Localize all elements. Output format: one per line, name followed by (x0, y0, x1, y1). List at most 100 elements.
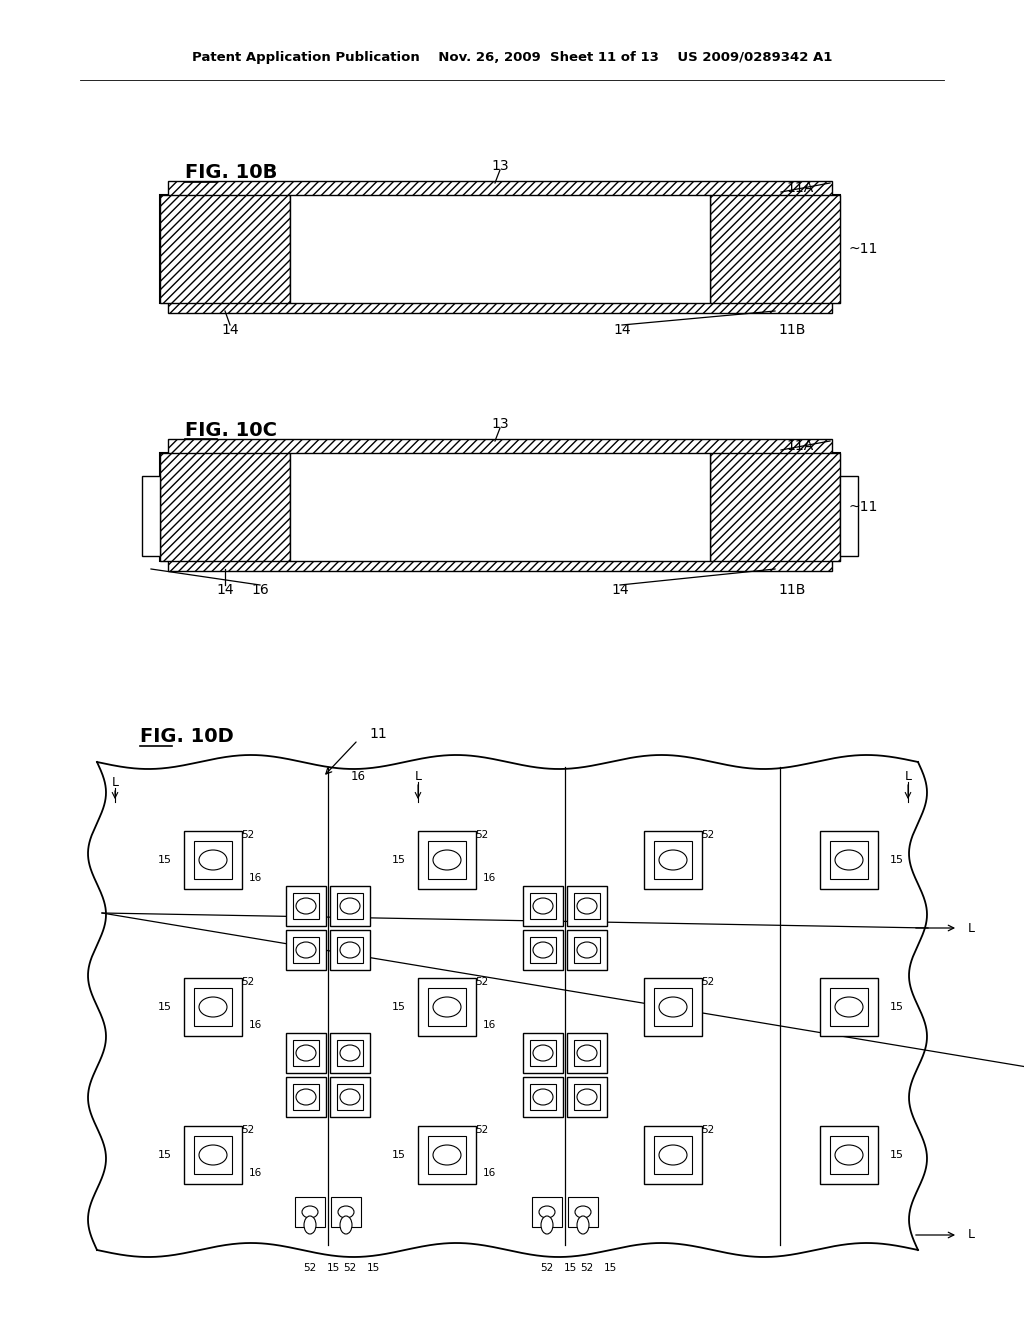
Bar (168, 181, 831, 199)
Text: 16: 16 (350, 771, 366, 784)
Bar (530, 894, 556, 919)
Bar (567, 886, 607, 927)
Bar (330, 886, 370, 927)
Text: 16: 16 (249, 873, 261, 883)
Bar (523, 1077, 563, 1117)
Text: 11B: 11B (778, 323, 805, 337)
Text: 52: 52 (701, 1125, 715, 1135)
Text: 16: 16 (251, 583, 269, 597)
Bar (195, 989, 231, 1026)
Text: 13: 13 (492, 158, 509, 173)
Text: 15: 15 (563, 1263, 577, 1272)
Bar (523, 1034, 563, 1073)
Bar (567, 1077, 607, 1117)
Ellipse shape (835, 997, 863, 1016)
Ellipse shape (296, 1045, 316, 1061)
Text: FIG. 10B: FIG. 10B (185, 164, 278, 182)
Ellipse shape (577, 1045, 597, 1061)
Text: Patent Application Publication    Nov. 26, 2009  Sheet 11 of 13    US 2009/02893: Patent Application Publication Nov. 26, … (191, 51, 833, 65)
Text: 13: 13 (492, 417, 509, 432)
Bar (293, 937, 319, 964)
Bar (337, 937, 362, 964)
Ellipse shape (340, 898, 360, 913)
Text: FIG. 10D: FIG. 10D (140, 727, 233, 747)
Bar (530, 1040, 556, 1067)
Text: B: B (551, 1044, 559, 1056)
Text: 16: 16 (249, 1168, 261, 1177)
Ellipse shape (338, 1206, 354, 1218)
Ellipse shape (541, 1216, 553, 1234)
Text: 15: 15 (488, 240, 511, 257)
Bar (293, 1084, 319, 1110)
Bar (523, 886, 563, 927)
Ellipse shape (577, 1089, 597, 1105)
Text: 15: 15 (603, 1263, 616, 1272)
Bar (184, 1126, 242, 1184)
Bar (286, 931, 326, 970)
Text: 52: 52 (475, 977, 488, 987)
Bar (830, 989, 868, 1026)
Bar (830, 841, 868, 879)
Text: 15: 15 (367, 1263, 380, 1272)
Bar (142, 477, 160, 556)
Bar (160, 453, 290, 561)
Bar (286, 1077, 326, 1117)
Text: 15: 15 (488, 498, 511, 516)
Ellipse shape (835, 850, 863, 870)
Ellipse shape (340, 1045, 360, 1061)
Bar (530, 937, 556, 964)
Ellipse shape (304, 1216, 316, 1234)
Ellipse shape (433, 850, 461, 870)
Text: 15: 15 (890, 1002, 904, 1012)
Bar (820, 832, 878, 888)
Bar (830, 1137, 868, 1173)
Text: B: B (353, 1044, 362, 1056)
Text: 14: 14 (611, 583, 629, 597)
Text: 11A: 11A (786, 181, 813, 195)
Text: 52: 52 (242, 830, 255, 840)
Text: 52: 52 (581, 1263, 594, 1272)
Bar (195, 1137, 231, 1173)
Text: 11: 11 (369, 727, 387, 741)
Bar (286, 1034, 326, 1073)
Ellipse shape (534, 1045, 553, 1061)
Text: 52: 52 (242, 977, 255, 987)
Text: 14: 14 (221, 323, 239, 337)
Text: 52: 52 (303, 1263, 316, 1272)
Text: 11B: 11B (778, 583, 805, 597)
Text: 15: 15 (158, 1150, 172, 1160)
Bar (574, 1040, 600, 1067)
Bar (654, 841, 692, 879)
Bar (330, 1077, 370, 1117)
Text: 15: 15 (327, 1263, 340, 1272)
Text: 52: 52 (701, 830, 715, 840)
Ellipse shape (199, 997, 227, 1016)
Ellipse shape (296, 898, 316, 913)
Bar (160, 195, 290, 304)
Bar (337, 894, 362, 919)
Ellipse shape (296, 942, 316, 958)
Bar (160, 195, 840, 304)
Bar (337, 1084, 362, 1110)
Bar (654, 989, 692, 1026)
Text: L: L (968, 1229, 975, 1242)
Bar (286, 886, 326, 927)
Bar (710, 195, 840, 304)
Ellipse shape (534, 1089, 553, 1105)
Text: 16: 16 (482, 1020, 496, 1030)
Bar (574, 1084, 600, 1110)
Ellipse shape (534, 898, 553, 913)
Text: 15: 15 (890, 1150, 904, 1160)
Bar (710, 453, 840, 561)
Bar (168, 300, 831, 313)
Bar (644, 1126, 702, 1184)
Bar (574, 894, 600, 919)
Bar (530, 1084, 556, 1110)
Bar (654, 1137, 692, 1173)
Bar (840, 477, 858, 556)
Bar (523, 931, 563, 970)
Text: L: L (904, 771, 911, 784)
Ellipse shape (340, 1216, 352, 1234)
Bar (418, 1126, 476, 1184)
Bar (168, 557, 831, 572)
